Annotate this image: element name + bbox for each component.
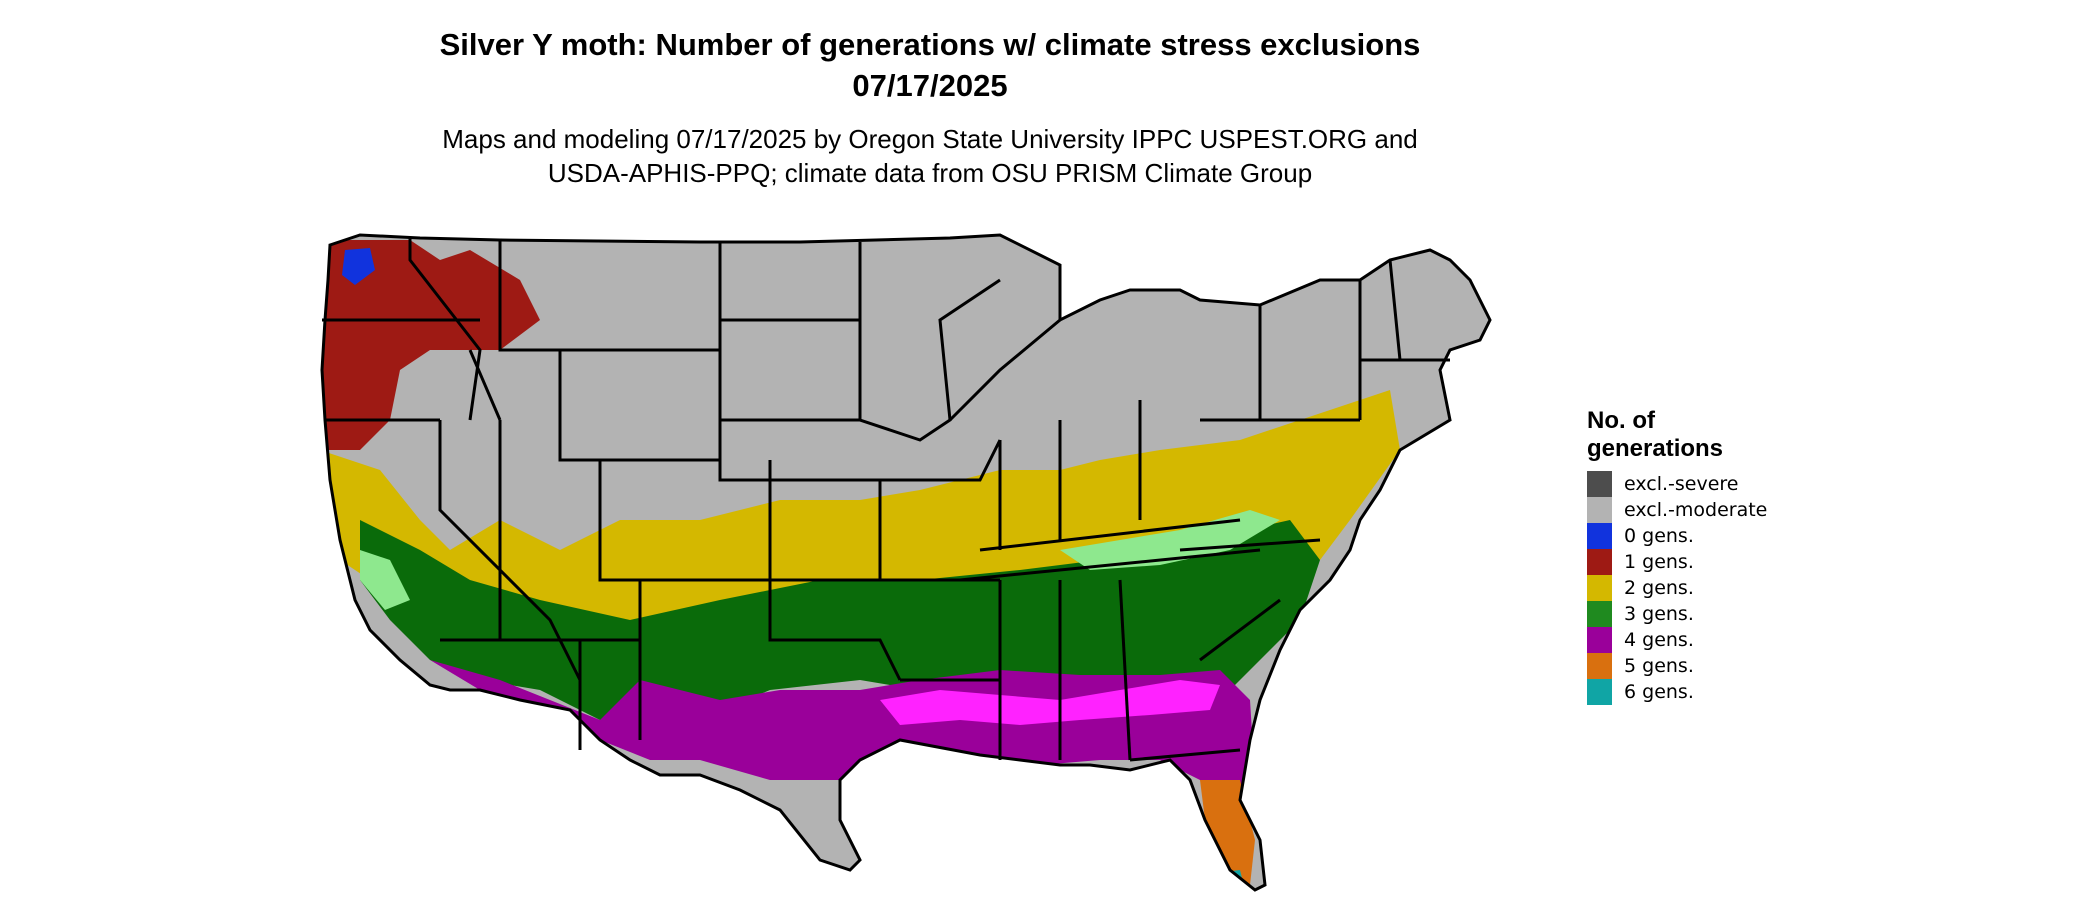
legend-label: 0 gens.	[1624, 525, 1694, 547]
legend-swatch	[1587, 601, 1612, 627]
border-va-nc	[1179, 538, 1321, 552]
border-tn	[959, 548, 1261, 582]
legend-title-line2: generations	[1587, 435, 1724, 462]
border-ca-nv	[438, 420, 582, 681]
legend-item-3-gens: 3 gens.	[1587, 601, 1767, 627]
legend-title-line1: No. of	[1587, 407, 1655, 434]
legend-swatch	[1587, 523, 1612, 549]
state-borders	[320, 233, 1492, 892]
region-3-gen-light-west	[360, 550, 410, 610]
us-outline	[320, 233, 1492, 892]
legend-swatch	[1587, 627, 1612, 653]
region-4-gen-bright	[880, 680, 1220, 725]
map-fill-layer	[322, 235, 1490, 890]
region-5-gen-florida	[1200, 780, 1255, 885]
map-title-line1: Silver Y moth: Number of generations w/ …	[439, 27, 1421, 62]
region-6-gen-keys	[1200, 870, 1245, 890]
legend-swatch	[1587, 679, 1612, 705]
legend-label: 5 gens.	[1624, 655, 1694, 677]
legend-label: 3 gens.	[1624, 603, 1694, 625]
legend-label: 4 gens.	[1624, 629, 1694, 651]
legend-swatch	[1587, 549, 1612, 575]
border-id	[408, 238, 482, 421]
legend-swatch	[1587, 471, 1612, 497]
legend-label: 1 gens.	[1624, 551, 1694, 573]
legend-item-2-gens: 2 gens.	[1587, 575, 1767, 601]
legend-label: 2 gens.	[1624, 577, 1694, 599]
map-subtitle-line2: USDA-APHIS-PPQ; climate data from OSU PR…	[547, 158, 1313, 188]
region-5-gen-south-texas	[600, 775, 690, 870]
region-0-gen-olympic	[342, 248, 375, 285]
border-ne-ks	[718, 420, 882, 580]
border-sc-nc	[1199, 598, 1281, 662]
map-legend: No. of generations excl.-severe excl.-mo…	[1587, 407, 1767, 705]
map-title: Silver Y moth: Number of generations w/ …	[0, 24, 1860, 106]
legend-item-0-gens: 0 gens.	[1587, 523, 1767, 549]
region-3-gen-light-east	[1060, 510, 1280, 570]
map-subtitle-line1: Maps and modeling 07/17/2025 by Oregon S…	[442, 124, 1418, 154]
border-wi-mi	[948, 318, 1061, 422]
border-new-england	[1358, 259, 1450, 420]
legend-title: No. of generations	[1587, 407, 1767, 463]
legend-swatch	[1587, 497, 1612, 523]
legend-label: excl.-severe	[1624, 473, 1739, 495]
us-generations-map	[320, 233, 1492, 892]
legend-item-5-gens: 5 gens.	[1587, 653, 1767, 679]
border-co	[598, 460, 772, 582]
legend-item-1-gens: 1 gens.	[1587, 549, 1767, 575]
legend-item-excl-moderate: excl.-moderate	[1587, 497, 1767, 523]
map-title-line2: 07/17/2025	[852, 68, 1008, 103]
legend-swatch	[1587, 653, 1612, 679]
border-ky	[979, 518, 1241, 552]
legend-item-6-gens: 6 gens.	[1587, 679, 1767, 705]
legend-label: excl.-moderate	[1624, 499, 1768, 521]
border-id-mt	[468, 349, 502, 421]
legend-item-4-gens: 4 gens.	[1587, 627, 1767, 653]
legend-item-excl-severe: excl.-severe	[1587, 471, 1767, 497]
border-ga-fl	[1129, 748, 1241, 762]
legend-label: 6 gens.	[1624, 681, 1694, 703]
region-3-gen-band	[360, 520, 1320, 740]
legend-swatch	[1587, 575, 1612, 601]
region-1-gen-northwest	[322, 240, 540, 450]
border-ok-tx	[768, 580, 902, 681]
border-ia-mo	[880, 439, 1002, 482]
border-al-ga	[1118, 579, 1132, 761]
border-mn	[858, 242, 1001, 442]
map-subtitle: Maps and modeling 07/17/2025 by Oregon S…	[0, 122, 1860, 190]
